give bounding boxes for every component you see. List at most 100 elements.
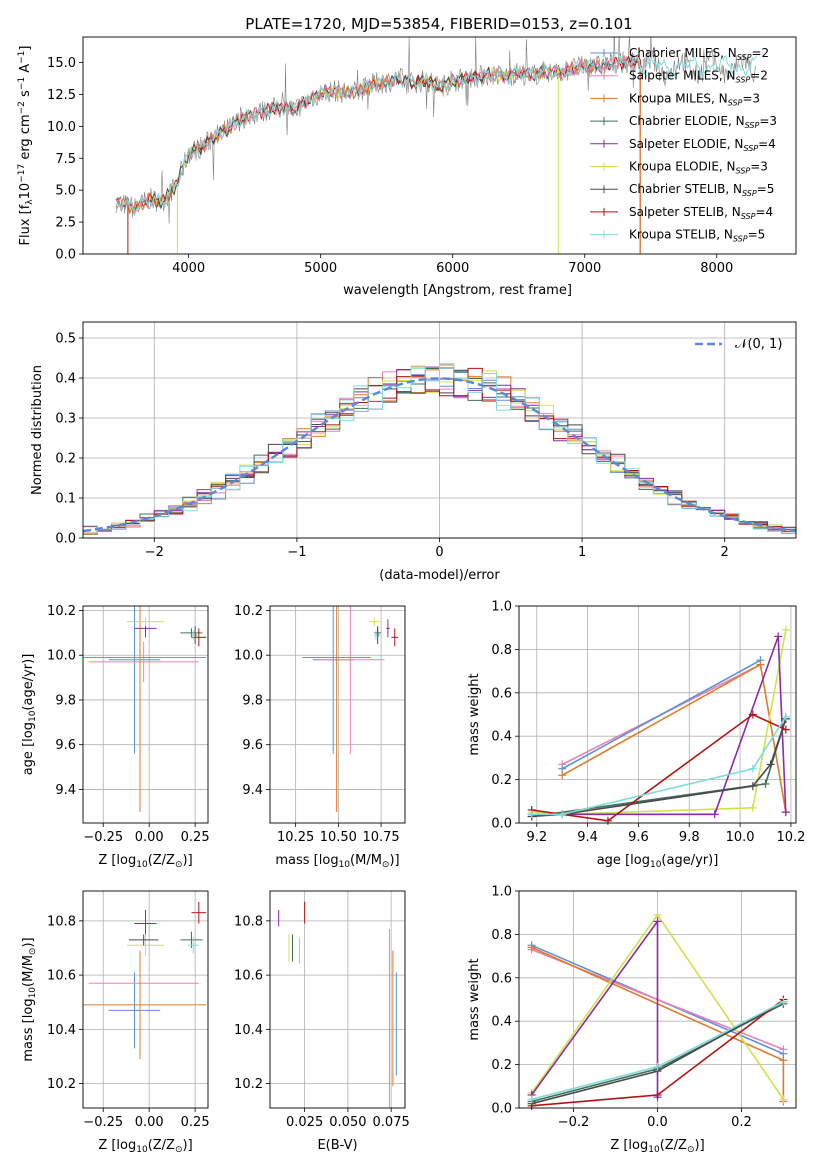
mass_vs_EBV-y-tick-label: 10.8: [234, 914, 263, 929]
weight_vs_Z-y-tick-label: 0.0: [491, 1102, 512, 1117]
weight_vs_age-x-tick-label: 10.2: [776, 830, 805, 845]
age_vs_Z-y-tick-label: 10.0: [47, 649, 76, 664]
mass_vs_EBV-x-tick-label: 0.050: [329, 1115, 366, 1130]
age_vs_mass-frame: [269, 605, 406, 824]
spectrum-y-tick-label: 5.0: [55, 184, 76, 199]
model-spectrum-line: [115, 54, 639, 215]
legend-entry-label: Kroupa MILES, NSSP=3: [629, 91, 760, 107]
normal-legend-label: 𝒩(0, 1): [735, 337, 782, 352]
residual-histograms: [83, 363, 796, 537]
mass_vs_Z-y-tick-label: 10.2: [47, 1077, 76, 1092]
weight_vs_age-x-axis-label: age [log10(age/yr)]: [597, 853, 719, 870]
legend-entry-label: Kroupa STELIB, NSSP=5: [629, 228, 765, 244]
mass-vs-metallicity-panel: −0.25 0.00 0.25 10.2 10.4 10.6 10.8 Z [log10(Z/…: [21, 890, 210, 1155]
spectrum-panel: 4000 5000 6000 7000 8000 0.0 2.5 5.0 7.5 10.0 12.5…: [17, 36, 797, 298]
mass_vs_Z-x-tick-label: −0.25: [83, 1115, 123, 1130]
residuals-x-axis-label: (data-model)/error: [379, 568, 500, 583]
spectrum-lines: [115, 37, 757, 254]
age_vs_mass-points: [302, 606, 399, 812]
spectrum-y-axis-label: Flux [fλ10−17 erg cm−2 s−1 A−1]: [17, 46, 35, 246]
legend-entry-label: Chabrier STELIB, NSSP=5: [629, 182, 774, 198]
mass_vs_EBV-y-tick-label: 10.4: [234, 1023, 263, 1038]
spectrum-y-tick-label: 2.5: [55, 216, 76, 231]
age_vs_Z-x-axis-label: Z [log10(Z/Z⊙)]: [98, 853, 192, 870]
weight-series-line: [530, 918, 659, 1098]
age-vs-mass-panel: 10.25 10.50 10.75 9.4 9.6 9.8 10.0 10.2 mass [lo…: [234, 604, 406, 870]
age_vs_Z-frame: [82, 605, 209, 824]
weight_vs_age-y-tick-label: 1.0: [491, 600, 512, 615]
legend-entry-label: Salpeter ELODIE, NSSP=4: [629, 137, 776, 153]
age_vs_mass-x-tick-label: 10.75: [362, 830, 399, 845]
weight_vs_age-x-tick-label: 9.4: [577, 830, 598, 845]
weight_vs_age-y-tick-label: 0.4: [491, 730, 512, 745]
weight_vs_age-y-axis-label: mass weight: [467, 673, 482, 755]
weight-series-line: [531, 636, 787, 816]
weight-vs-metallicity-panel: −0.2 0.0 0.2 0.0 0.2 0.4 0.6 0.8 1.0 mass weight Z…: [467, 885, 797, 1155]
weight_vs_age-x-tick-label: 9.6: [628, 830, 649, 845]
mass_vs_EBV-x-tick-label: 0.075: [373, 1115, 410, 1130]
weight_vs_age-y-tick-label: 0.0: [491, 817, 512, 832]
model-spectrum-line: [115, 53, 638, 217]
weight-series-line: [531, 718, 787, 818]
mass_vs_Z-x-axis-label: Z [log10(Z/Z⊙)]: [98, 1138, 192, 1155]
weight_vs_age-x-tick-label: 10.0: [726, 830, 755, 845]
weight-series-line: [531, 629, 787, 816]
figure-title: PLATE=1720, MJD=53854, FIBERID=0153, z=0…: [245, 15, 632, 33]
weight_vs_Z-x-axis-label: Z [log10(Z/Z⊙)]: [610, 1138, 704, 1155]
mass-vs-ebv-panel: 0.025 0.050 0.075 10.2 10.4 10.6 10.8 E(B-V): [234, 890, 410, 1153]
spectrum-x-tick-label: 7000: [568, 261, 601, 276]
age_vs_Z-y-tick-label: 9.6: [55, 738, 76, 753]
age_vs_Z-x-tick-label: 0.00: [135, 830, 164, 845]
residuals-y-tick-label: 0.4: [55, 372, 76, 387]
legend-entry-label: Chabrier ELODIE, NSSP=3: [629, 114, 777, 130]
weight_vs_Z-y-tick-label: 1.0: [491, 885, 512, 900]
weight_vs_Z-y-tick-label: 0.6: [491, 971, 512, 986]
residuals-x-tick-label: −2: [145, 545, 164, 560]
residuals-x-tick-label: 2: [721, 545, 729, 560]
mass_vs_Z-points: [83, 901, 207, 1060]
age_vs_mass-x-axis-label: mass [log10(M/M⊙)]: [275, 853, 399, 870]
spectrum-x-tick-label: 5000: [304, 261, 337, 276]
age_vs_mass-y-tick-label: 9.4: [242, 783, 263, 798]
age_vs_Z-y-tick-label: 9.4: [55, 783, 76, 798]
residuals-x-tick-label: 0: [435, 545, 443, 560]
mass_vs_Z-frame: [82, 890, 209, 1109]
spectrum-x-tick-label: 8000: [700, 261, 733, 276]
spectrum-x-axis-label: wavelength [Angstrom, rest frame]: [343, 283, 572, 298]
mass_vs_Z-y-tick-label: 10.8: [47, 914, 76, 929]
residuals-x-tick-label: 1: [578, 545, 586, 560]
age_vs_mass-x-tick-label: 10.25: [277, 830, 314, 845]
weight_vs_Z-y-tick-label: 0.8: [491, 928, 512, 943]
mass_vs_Z-y-tick-label: 10.6: [47, 969, 76, 984]
age_vs_Z-points: [83, 606, 207, 812]
age_vs_Z-y-tick-label: 9.8: [55, 693, 76, 708]
residuals-y-tick-label: 0.1: [55, 492, 76, 507]
residuals-x-tick-label: −1: [287, 545, 306, 560]
mass_vs_EBV-x-axis-label: E(B-V): [317, 1138, 357, 1153]
mass_vs_Z-x-tick-label: 0.25: [181, 1115, 210, 1130]
legend-entry-label: Chabrier MILES, NSSP=2: [629, 46, 769, 62]
weight_vs_age-y-tick-label: 0.6: [491, 686, 512, 701]
weight_vs_Z-x-tick-label: −0.2: [558, 1115, 590, 1130]
spectrum-y-tick-label: 15.0: [47, 56, 76, 71]
residuals-frame: [82, 321, 797, 539]
weight_vs_Z-x-tick-label: 0.0: [647, 1115, 668, 1130]
mass_vs_Z-y-axis-label: mass [log10(M/M⊙)]: [21, 937, 38, 1061]
weight_vs_Z-y-tick-label: 0.4: [491, 1015, 512, 1030]
normal-distribution-curve: [83, 377, 796, 533]
mass_vs_EBV-y-tick-label: 10.6: [234, 969, 263, 984]
spectrum-y-tick-label: 10.0: [47, 120, 76, 135]
model-spectrum-line: [115, 53, 757, 217]
weight-vs-age-panel: 9.2 9.4 9.6 9.8 10.0 10.2 0.0 0.2 0.4 0.6 0.8 1.0 ma…: [467, 600, 805, 871]
mass_vs_EBV-frame: [269, 890, 406, 1109]
mass_vs_Z-x-tick-label: 0.00: [135, 1115, 164, 1130]
weight_vs_Z-y-tick-label: 0.2: [491, 1058, 512, 1073]
residuals-panel: −2 −1 0 1 2 0.0 0.1 0.2 0.3 0.4 0.5 (data-model)/er…: [30, 321, 797, 583]
residuals-y-tick-label: 0.5: [55, 332, 76, 347]
weight_vs_age-frame: [518, 605, 797, 824]
mass_vs_EBV-y-tick-label: 10.2: [234, 1077, 263, 1092]
weight_vs_Z-y-axis-label: mass weight: [467, 958, 482, 1040]
legend-entry-label: Salpeter STELIB, NSSP=4: [629, 205, 773, 221]
age_vs_mass-y-tick-label: 9.8: [242, 693, 263, 708]
